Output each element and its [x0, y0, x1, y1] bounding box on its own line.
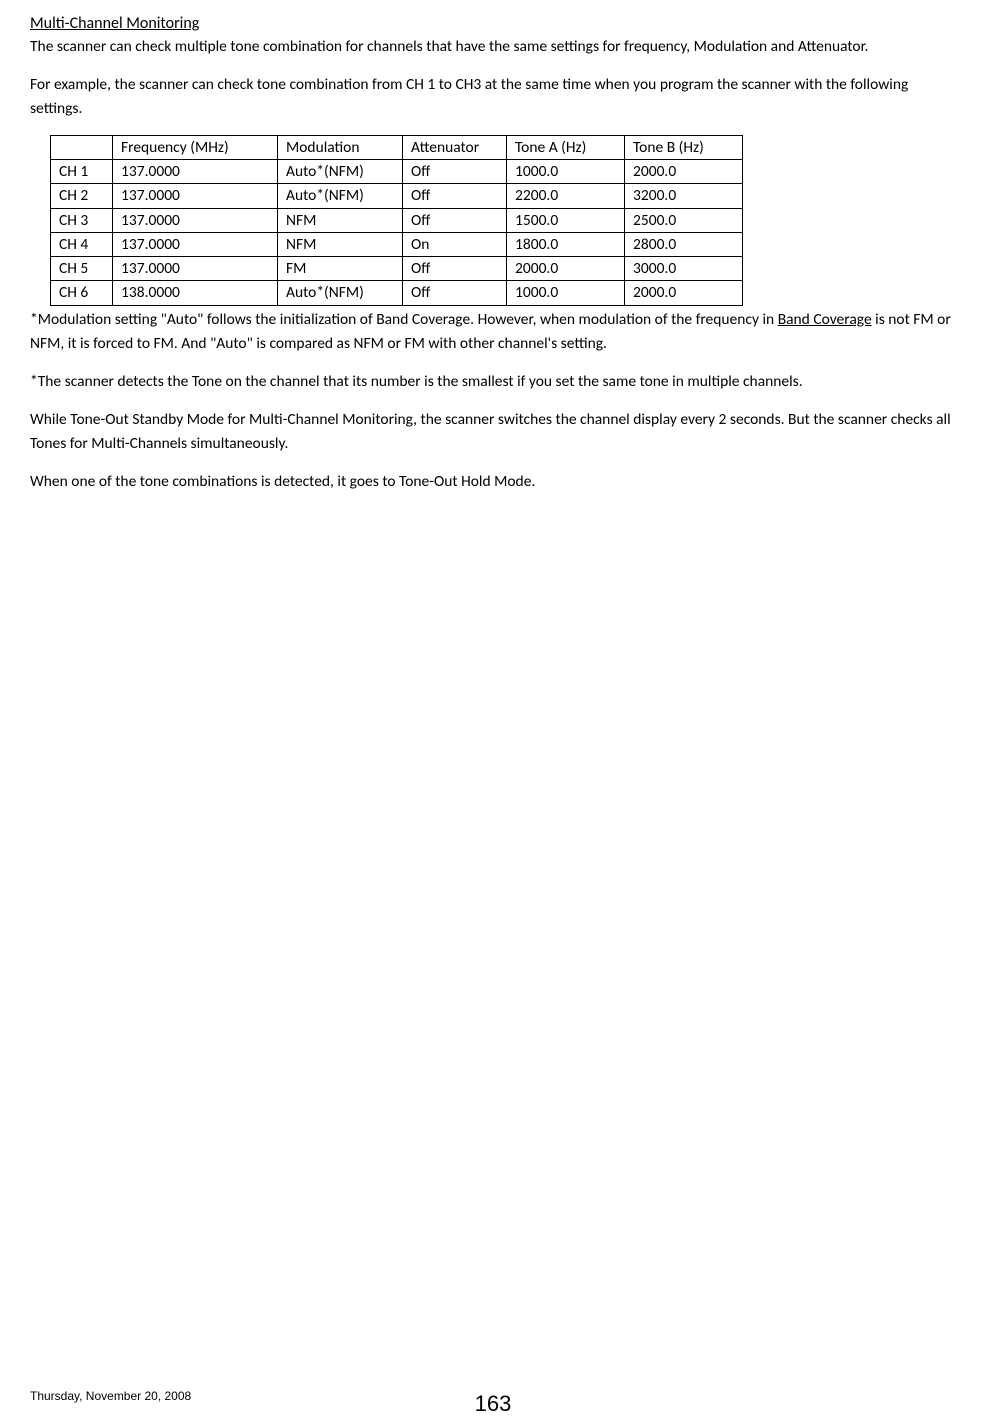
- table-cell: Off: [403, 257, 507, 281]
- table-cell: Auto*(NFM): [278, 160, 403, 184]
- table-cell: Off: [403, 160, 507, 184]
- underline-text: Band Coverage: [778, 310, 872, 329]
- footer-page-number: 163: [475, 1387, 512, 1421]
- table-cell: Auto*(NFM): [278, 184, 403, 208]
- table-cell: Off: [403, 208, 507, 232]
- table-cell: 1000.0: [507, 281, 625, 305]
- table-cell: 3200.0: [625, 184, 743, 208]
- paragraph-note-tone-detect: *The scanner detects the Tone on the cha…: [30, 370, 956, 394]
- table-cell: 137.0000: [113, 257, 278, 281]
- table-cell: 2200.0: [507, 184, 625, 208]
- table-cell: 3000.0: [625, 257, 743, 281]
- table-header: Tone A (Hz): [507, 135, 625, 159]
- table-cell: NFM: [278, 208, 403, 232]
- table-header: [51, 135, 113, 159]
- table-header: Modulation: [278, 135, 403, 159]
- table-cell: NFM: [278, 232, 403, 256]
- table-cell: 1500.0: [507, 208, 625, 232]
- table-cell: CH 2: [51, 184, 113, 208]
- table-cell: 2800.0: [625, 232, 743, 256]
- table-cell: 138.0000: [113, 281, 278, 305]
- table-cell: CH 1: [51, 160, 113, 184]
- table-cell: 137.0000: [113, 160, 278, 184]
- table-header: Tone B (Hz): [625, 135, 743, 159]
- table-cell: FM: [278, 257, 403, 281]
- table-cell: CH 3: [51, 208, 113, 232]
- table-cell: Off: [403, 184, 507, 208]
- table-cell: 137.0000: [113, 184, 278, 208]
- table-header: Frequency (MHz): [113, 135, 278, 159]
- table-header-row: Frequency (MHz) Modulation Attenuator To…: [51, 135, 743, 159]
- paragraph-intro: The scanner can check multiple tone comb…: [30, 35, 956, 59]
- table-row: CH 1 137.0000 Auto*(NFM) Off 1000.0 2000…: [51, 160, 743, 184]
- table-cell: CH 6: [51, 281, 113, 305]
- table-row: CH 5 137.0000 FM Off 2000.0 3000.0: [51, 257, 743, 281]
- section-title: Multi-Channel Monitoring: [30, 14, 956, 35]
- table-cell: 2000.0: [625, 281, 743, 305]
- table-row: CH 2 137.0000 Auto*(NFM) Off 2200.0 3200…: [51, 184, 743, 208]
- table-cell: 2000.0: [625, 160, 743, 184]
- page-footer: Thursday, November 20, 2008 163: [30, 1387, 956, 1406]
- paragraph-note-modulation: *Modulation setting "Auto" follows the i…: [30, 308, 956, 356]
- table-cell: 2000.0: [507, 257, 625, 281]
- table-cell: 1800.0: [507, 232, 625, 256]
- footer-date: Thursday, November 20, 2008: [30, 1387, 191, 1406]
- table-cell: 137.0000: [113, 232, 278, 256]
- table-cell: CH 4: [51, 232, 113, 256]
- table-cell: 2500.0: [625, 208, 743, 232]
- table-cell: 1000.0: [507, 160, 625, 184]
- table-header: Attenuator: [403, 135, 507, 159]
- text-segment: *Modulation setting "Auto" follows the i…: [30, 310, 778, 329]
- table-row: CH 3 137.0000 NFM Off 1500.0 2500.0: [51, 208, 743, 232]
- table-cell: On: [403, 232, 507, 256]
- paragraph-standby-mode: While Tone-Out Standby Mode for Multi-Ch…: [30, 408, 956, 456]
- table-row: CH 4 137.0000 NFM On 1800.0 2800.0: [51, 232, 743, 256]
- paragraph-example: For example, the scanner can check tone …: [30, 73, 956, 121]
- paragraph-hold-mode: When one of the tone combinations is det…: [30, 470, 956, 494]
- table-cell: CH 5: [51, 257, 113, 281]
- table-cell: Auto*(NFM): [278, 281, 403, 305]
- table-cell: 137.0000: [113, 208, 278, 232]
- channel-settings-table: Frequency (MHz) Modulation Attenuator To…: [50, 135, 743, 306]
- table-cell: Off: [403, 281, 507, 305]
- table-row: CH 6 138.0000 Auto*(NFM) Off 1000.0 2000…: [51, 281, 743, 305]
